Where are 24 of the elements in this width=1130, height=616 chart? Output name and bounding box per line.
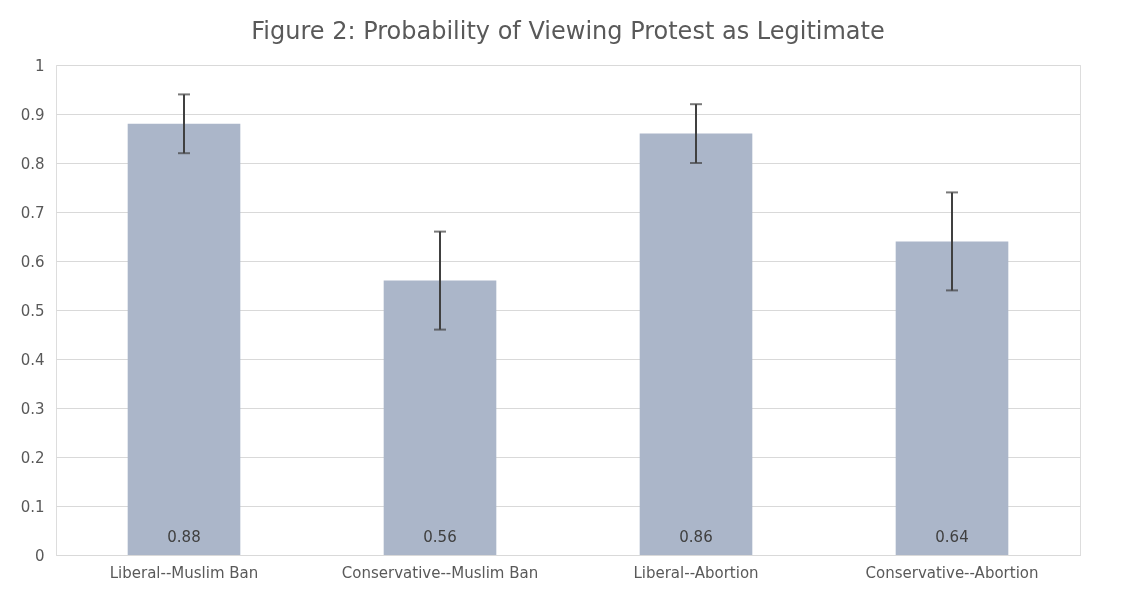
- y-tick-label: 0.5: [20, 301, 45, 320]
- x-tick-label: Liberal--Muslim Ban: [109, 563, 259, 582]
- data-label: 0.56: [423, 528, 457, 546]
- data-label: 0.86: [679, 528, 713, 546]
- y-tick-label: 0.3: [20, 399, 45, 418]
- bar: [127, 123, 241, 555]
- y-tick-label: 0.4: [20, 350, 45, 369]
- y-tick-label: 0: [34, 546, 45, 565]
- y-tick-label: 0.2: [20, 448, 45, 467]
- bar: [383, 280, 497, 555]
- y-tick-label: 0.9: [20, 105, 45, 124]
- x-tick-label: Conservative--Muslim Ban: [341, 563, 539, 582]
- bar: [639, 133, 753, 555]
- y-tick-label: 1: [34, 56, 45, 75]
- x-tick-label: Liberal--Abortion: [633, 563, 759, 582]
- y-tick-label: 0.7: [20, 203, 45, 222]
- y-tick-label: 0.1: [20, 497, 45, 516]
- bar: [895, 241, 1009, 555]
- data-label: 0.88: [167, 528, 201, 546]
- data-label: 0.64: [935, 528, 969, 546]
- x-tick-label: Conservative--Abortion: [865, 563, 1039, 582]
- chart-title: Figure 2: Probability of Viewing Protest as Legitimate: [251, 17, 885, 45]
- y-tick-label: 0.8: [20, 154, 45, 173]
- y-tick-label: 0.6: [20, 252, 45, 271]
